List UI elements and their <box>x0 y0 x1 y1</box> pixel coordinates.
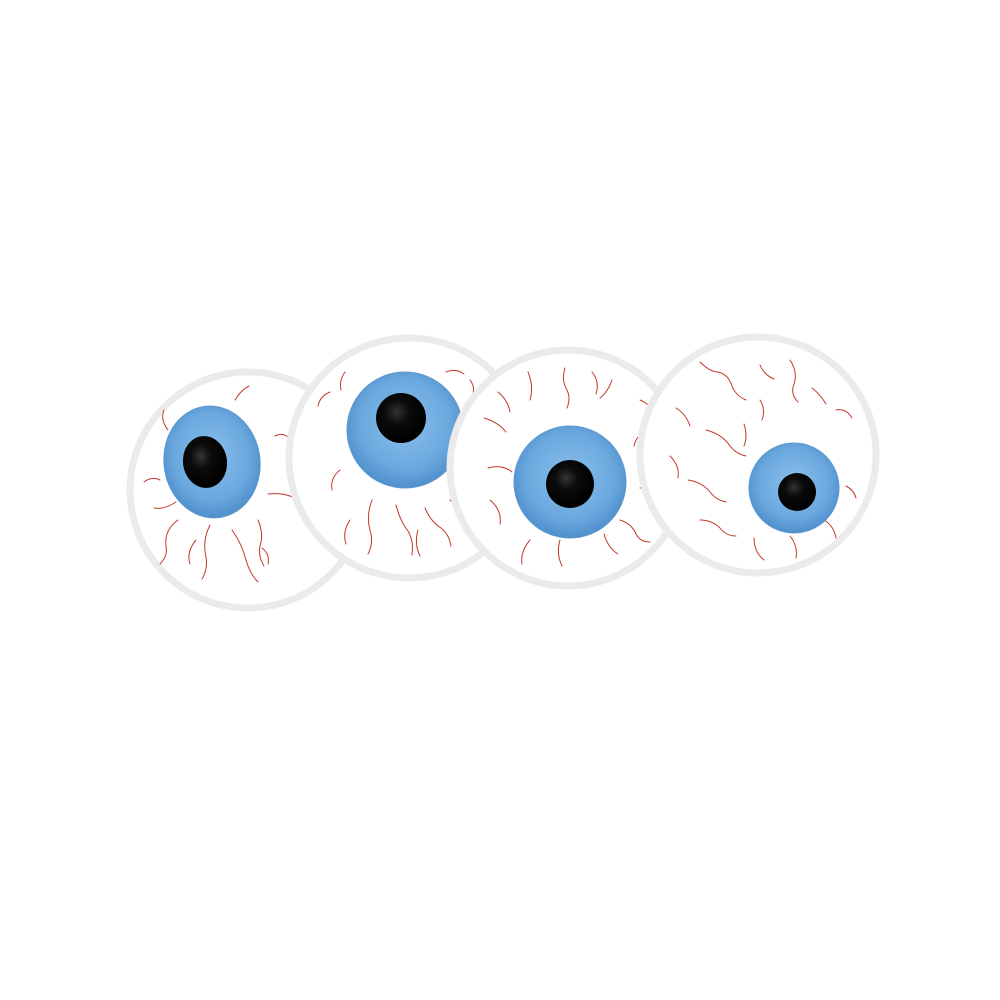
blood-veins <box>669 359 857 561</box>
sclera <box>636 333 880 577</box>
eyeball-3 <box>446 346 690 590</box>
eyeball-4 <box>636 333 880 577</box>
pupil <box>778 473 816 511</box>
pupil <box>376 393 426 443</box>
blood-veins <box>317 369 475 557</box>
pupil <box>546 460 594 508</box>
pupil <box>182 436 228 488</box>
